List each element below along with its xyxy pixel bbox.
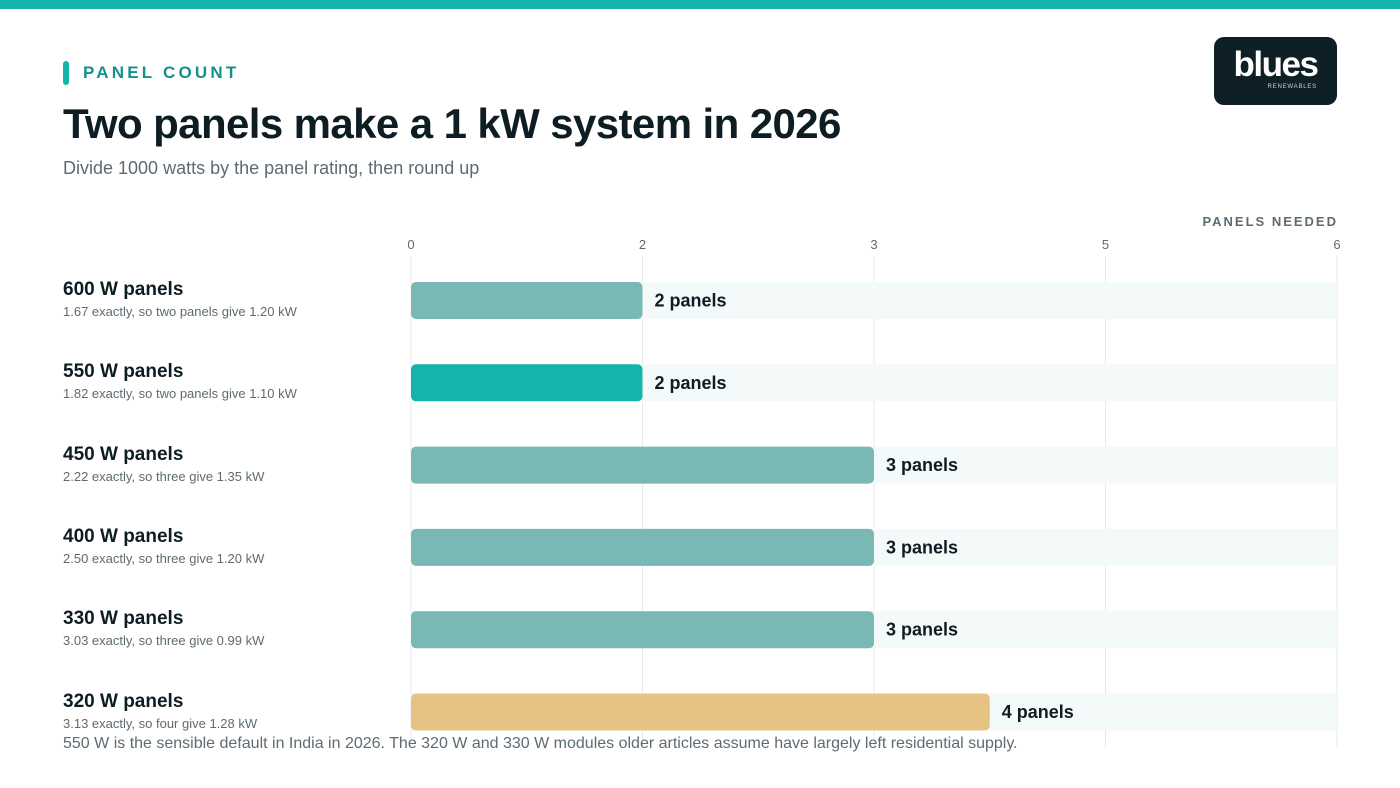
row-label: 330 W panels 3.03 exactly, so three give … [63, 608, 264, 650]
x-axis-title: PANELS NEEDED [1202, 214, 1338, 229]
tick-label: 3 [870, 237, 877, 252]
row-label: 550 W panels 1.82 exactly, so two panels … [63, 361, 297, 403]
category-label: 550 W panels [63, 361, 184, 383]
category-note: 1.82 exactly, so two panels give 1.10 kW [63, 386, 297, 402]
bar [411, 693, 990, 731]
category-note: 3.03 exactly, so three give 0.99 kW [63, 633, 265, 649]
data-label: 2 panels [655, 373, 727, 393]
row-label: 600 W panels 1.67 exactly, so two panels … [63, 279, 297, 321]
tick-label: 0 [407, 237, 414, 252]
data-label: 3 panels [886, 455, 958, 475]
data-label: 3 panels [886, 620, 958, 640]
category-note: 1.67 exactly, so two panels give 1.20 kW [63, 304, 297, 319]
category-label: 330 W panels [63, 608, 184, 630]
footnote: 550 W is the sensible default in India i… [63, 735, 1018, 752]
category-label: 320 W panels [63, 690, 184, 712]
eyebrow: PANEL COUNT [63, 61, 239, 85]
data-label: 3 panels [886, 537, 958, 557]
logo-wordmark: blues [1233, 45, 1319, 84]
logo-subtext: RENEWABLES [1267, 84, 1317, 90]
tick-label: 6 [1333, 237, 1340, 252]
tick-label: 5 [1102, 237, 1109, 252]
data-label: 2 panels [655, 291, 727, 311]
bar [411, 528, 874, 566]
eyebrow-text: PANEL COUNT [83, 63, 240, 82]
bar [411, 282, 643, 319]
row-label: 400 W panels 2.50 exactly, so three give … [63, 526, 264, 568]
category-label: 450 W panels [63, 443, 184, 465]
row-label: 450 W panels 2.22 exactly, so three give … [63, 444, 264, 486]
page-subtitle: Divide 1000 watts by the panel rating, t… [63, 158, 480, 178]
category-label: 600 W panels [63, 279, 184, 300]
bar [411, 364, 643, 402]
tick-label: 2 [639, 237, 646, 252]
eyebrow-accent [63, 61, 69, 85]
data-label: 4 panels [1002, 702, 1074, 722]
category-note: 3.13 exactly, so four give 1.28 kW [63, 715, 258, 731]
brand-logo: blues RENEWABLES [1214, 37, 1337, 105]
top-accent-bar [0, 0, 1400, 9]
row-label: 320 W panels 3.13 exactly, so four give 1… [63, 691, 257, 733]
bar [411, 611, 874, 649]
category-note: 2.22 exactly, so three give 1.35 kW [63, 468, 265, 484]
bar [411, 446, 874, 484]
category-note: 2.50 exactly, so three give 1.20 kW [63, 550, 265, 566]
page-title: Two panels make a 1 kW system in 2026 [63, 100, 841, 147]
category-label: 400 W panels [63, 525, 184, 547]
